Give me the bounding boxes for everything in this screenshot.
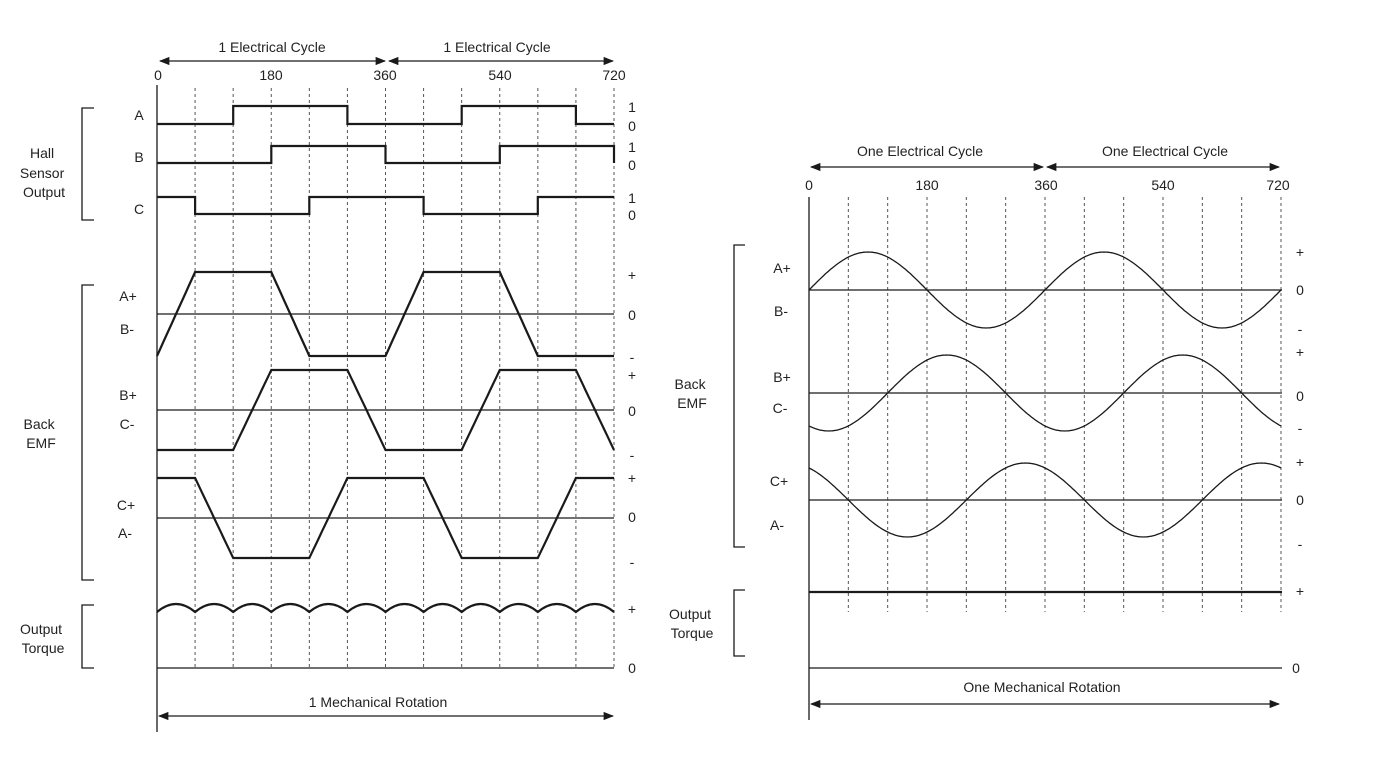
right-emf-bracket xyxy=(733,244,745,548)
left-hall-b-low: 0 xyxy=(628,157,636,173)
left-torque-zero: 0 xyxy=(628,660,636,676)
right-torque-plus: + xyxy=(1296,583,1304,599)
left-hall-a-label: A xyxy=(134,107,144,123)
right-group-torque-line2: Torque xyxy=(671,625,714,641)
left-hall-c-waveform xyxy=(157,195,614,216)
left-group-emf-line1: Back xyxy=(23,416,55,432)
right-torque-bracket xyxy=(733,589,745,657)
left-group-hall-line1: Hall xyxy=(30,145,54,161)
right-emf-1-sine xyxy=(808,251,1282,329)
left-emf-3-lower: A- xyxy=(118,525,132,541)
left-emf-1-zero: 0 xyxy=(628,307,636,323)
left-emf-1-minus: - xyxy=(630,349,635,365)
left-group-torque-line1: Output xyxy=(20,621,62,637)
left-cycle-label-1: 1 Electrical Cycle xyxy=(218,39,326,55)
right-cycle-label-2: One Electrical Cycle xyxy=(1102,143,1228,159)
right-emf-3-upper: C+ xyxy=(770,473,788,489)
left-diagram: 1 Electrical Cycle 1 Electrical Cycle 0 … xyxy=(20,39,636,732)
left-hall-a-low: 0 xyxy=(628,118,636,134)
left-hall-c-label: C xyxy=(134,201,144,217)
left-emf-2-trapezoid xyxy=(157,368,615,452)
right-rotation-label: One Mechanical Rotation xyxy=(963,679,1120,695)
left-group-torque: Output Torque xyxy=(20,621,66,656)
left-hall-a-waveform xyxy=(157,104,614,126)
right-emf-2-lower: C- xyxy=(773,400,788,416)
left-angle-360: 360 xyxy=(373,67,397,83)
right-emf-3-minus: - xyxy=(1298,536,1303,552)
left-emf-1-plus: + xyxy=(628,267,636,283)
left-torque-bracket xyxy=(81,604,94,669)
right-angle-180: 180 xyxy=(915,177,939,193)
right-angle-720: 720 xyxy=(1266,177,1290,193)
left-rotation-label: 1 Mechanical Rotation xyxy=(309,694,448,710)
left-emf-2-minus: - xyxy=(630,447,635,463)
right-angle-0: 0 xyxy=(805,177,813,193)
right-emf-2-minus: - xyxy=(1298,420,1303,436)
left-torque-plus: + xyxy=(628,601,636,617)
left-group-hall: Hall Sensor Output xyxy=(20,145,68,200)
right-emf-1-minus: - xyxy=(1298,321,1303,337)
left-emf-1-trapezoid xyxy=(155,270,614,358)
right-angle-360: 360 xyxy=(1034,177,1058,193)
right-group-emf: Back EMF xyxy=(674,376,709,411)
left-hall-b-waveform xyxy=(157,144,616,165)
left-hall-bracket xyxy=(81,107,94,221)
left-emf-2-plus: + xyxy=(628,367,636,383)
left-emf-2-upper: B+ xyxy=(119,387,137,403)
left-emf-3-trapezoid xyxy=(157,476,614,560)
left-group-hall-line2: Sensor xyxy=(20,165,65,181)
right-emf-2-sine xyxy=(808,354,1282,432)
left-emf-1-upper: A+ xyxy=(119,288,137,304)
left-emf-bracket xyxy=(81,284,94,581)
right-torque-zero: 0 xyxy=(1292,660,1300,676)
left-hall-c-high: 1 xyxy=(628,190,636,206)
left-hall-c-low: 0 xyxy=(628,207,636,223)
left-emf-3-zero: 0 xyxy=(628,509,636,525)
right-group-emf-line2: EMF xyxy=(677,395,707,411)
right-emf-1-lower: B- xyxy=(774,303,788,319)
left-cycle-label-2: 1 Electrical Cycle xyxy=(443,39,551,55)
right-emf-2-plus: + xyxy=(1296,344,1304,360)
right-emf-2-zero: 0 xyxy=(1296,388,1304,404)
left-angle-0: 0 xyxy=(154,67,162,83)
left-hall-b-label: B xyxy=(134,149,143,165)
left-angle-180: 180 xyxy=(259,67,283,83)
left-hall-a-high: 1 xyxy=(628,99,636,115)
right-diagram: One Electrical Cycle One Electrical Cycl… xyxy=(669,143,1304,720)
left-emf-1-lower: B- xyxy=(120,321,134,337)
right-emf-3-sine xyxy=(808,462,1282,538)
left-angle-720: 720 xyxy=(602,67,626,83)
right-emf-1-plus: + xyxy=(1296,244,1304,260)
left-emf-3-minus: - xyxy=(630,554,635,570)
right-group-emf-line1: Back xyxy=(674,376,706,392)
right-emf-3-zero: 0 xyxy=(1296,492,1304,508)
right-emf-1-zero: 0 xyxy=(1296,282,1304,298)
right-emf-3-lower: A- xyxy=(770,517,784,533)
left-group-torque-line2: Torque xyxy=(22,640,65,656)
left-group-hall-line3: Output xyxy=(23,184,65,200)
right-emf-2-upper: B+ xyxy=(773,369,791,385)
right-angle-540: 540 xyxy=(1151,177,1175,193)
left-group-emf-line2: EMF xyxy=(26,435,56,451)
left-emf-3-plus: + xyxy=(628,470,636,486)
right-emf-3-plus: + xyxy=(1296,454,1304,470)
right-emf-1-upper: A+ xyxy=(773,260,791,276)
left-emf-3-upper: C+ xyxy=(117,497,135,513)
left-torque-ripple xyxy=(156,602,615,614)
right-group-torque-line1: Output xyxy=(669,606,711,622)
left-grid-dashes xyxy=(194,88,615,668)
left-group-emf: Back EMF xyxy=(23,416,58,451)
left-emf-2-lower: C- xyxy=(120,416,135,432)
right-group-torque: Output Torque xyxy=(669,606,715,641)
right-cycle-label-1: One Electrical Cycle xyxy=(857,143,983,159)
left-hall-b-high: 1 xyxy=(628,139,636,155)
left-angle-540: 540 xyxy=(488,67,512,83)
right-grid-dashes xyxy=(847,197,1282,612)
left-emf-2-zero: 0 xyxy=(628,403,636,419)
